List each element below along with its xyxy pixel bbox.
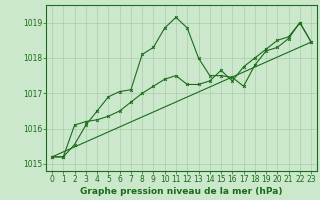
X-axis label: Graphe pression niveau de la mer (hPa): Graphe pression niveau de la mer (hPa) — [80, 187, 283, 196]
